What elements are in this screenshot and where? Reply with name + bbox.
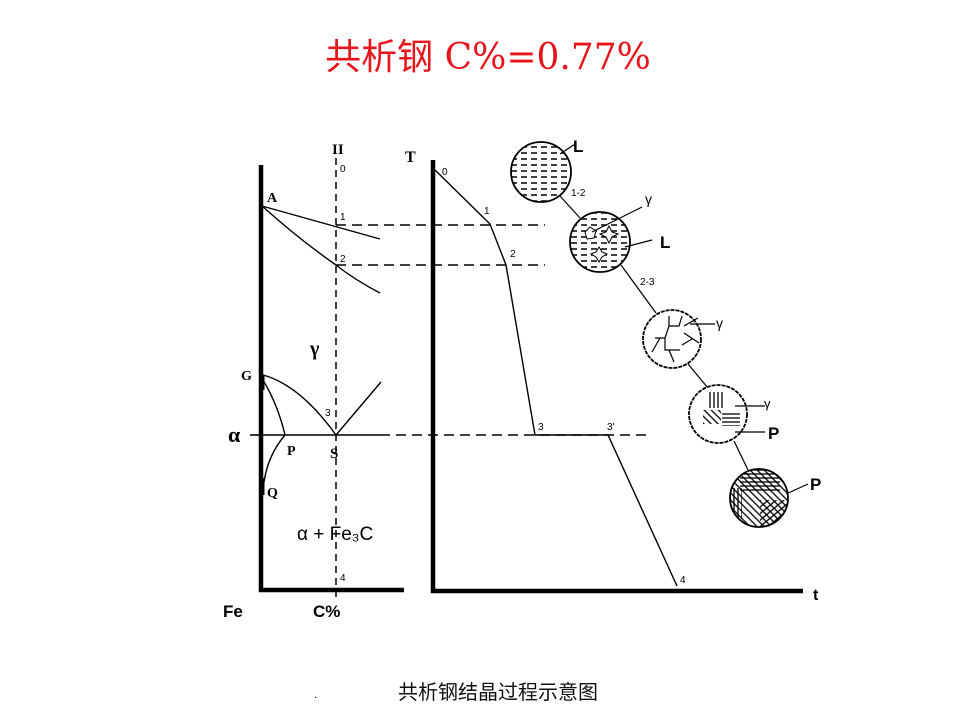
label-pearlite-5: P	[810, 475, 821, 494]
connector	[559, 195, 581, 219]
austenite-microstructure	[642, 309, 702, 369]
leader-line	[591, 206, 643, 233]
liquid-austenite-microstructure	[569, 211, 631, 273]
es-line	[335, 381, 382, 436]
phase-alpha-fe3c-label: α + Fe₃C	[297, 524, 373, 545]
leader-line	[785, 483, 809, 495]
temperature-axis-label: T	[405, 149, 416, 166]
caption-dot: .	[314, 687, 317, 701]
curve-point-3-prime: 3'	[607, 422, 615, 433]
alloy-point-3: 3	[325, 408, 331, 419]
fe-label: Fe	[223, 602, 243, 621]
label-stage-2-3: 2-3	[640, 277, 655, 288]
curve-point-0: 0	[442, 167, 448, 178]
carbon-percent-label: C%	[313, 602, 340, 621]
phase-alpha-label: α	[228, 422, 241, 447]
time-axis-label: t	[813, 587, 819, 604]
curve-point-4: 4	[680, 575, 686, 586]
solidus-line	[261, 205, 381, 294]
connector	[687, 363, 709, 389]
phase-gamma-label: γ	[309, 338, 320, 360]
curve-point-3: 3	[538, 422, 544, 433]
alloy-point-0: 0	[340, 164, 346, 175]
point-a-label: A	[267, 191, 278, 206]
pq-line	[263, 434, 286, 483]
alloy-point-4: 4	[340, 573, 346, 584]
connector	[733, 440, 749, 471]
curve-point-2: 2	[510, 249, 516, 260]
pearlite-microstructure	[729, 468, 789, 528]
curve-point-1: 1	[484, 206, 490, 217]
label-liquid-2: L	[660, 233, 670, 252]
label-liquid-1: L	[573, 137, 583, 156]
label-gamma-3: γ	[716, 315, 723, 331]
leader-line	[624, 239, 653, 248]
connector	[620, 264, 657, 314]
page-title: 共析钢 C%=0.77%	[325, 37, 651, 78]
point-p-label: P	[287, 444, 296, 459]
austenite-pearlite-microstructure	[688, 384, 748, 444]
label-gamma-2: γ	[645, 191, 652, 207]
cooling-curve-plot: T t 0 1 2 3 3' 4	[405, 149, 819, 604]
liquid-microstructure	[510, 141, 572, 203]
gp-line	[262, 379, 286, 436]
alloy-point-2: 2	[340, 254, 346, 265]
gs-line	[262, 374, 337, 436]
alloy-point-1: 1	[340, 212, 346, 223]
diagram-caption: 共析钢结晶过程示意图	[398, 680, 598, 704]
microstructures: L 1-2 γ L 2-3 γ γ P P	[510, 137, 821, 528]
label-pearlite-4: P	[768, 424, 779, 443]
point-s-label: S	[330, 446, 338, 462]
label-gamma-4: γ	[764, 396, 771, 411]
label-stage-1-2: 1-2	[571, 188, 586, 199]
point-g-label: G	[241, 369, 252, 384]
alloy-line-label: II	[332, 142, 344, 158]
liquidus-line	[261, 205, 381, 240]
phase-diagram: II 0 1 2 3 4 A G P S Q γ α α + Fe₃C Fe C…	[223, 142, 404, 621]
cooling-curve	[434, 169, 678, 587]
leader-line	[559, 143, 576, 155]
point-q-label: Q	[267, 486, 278, 501]
